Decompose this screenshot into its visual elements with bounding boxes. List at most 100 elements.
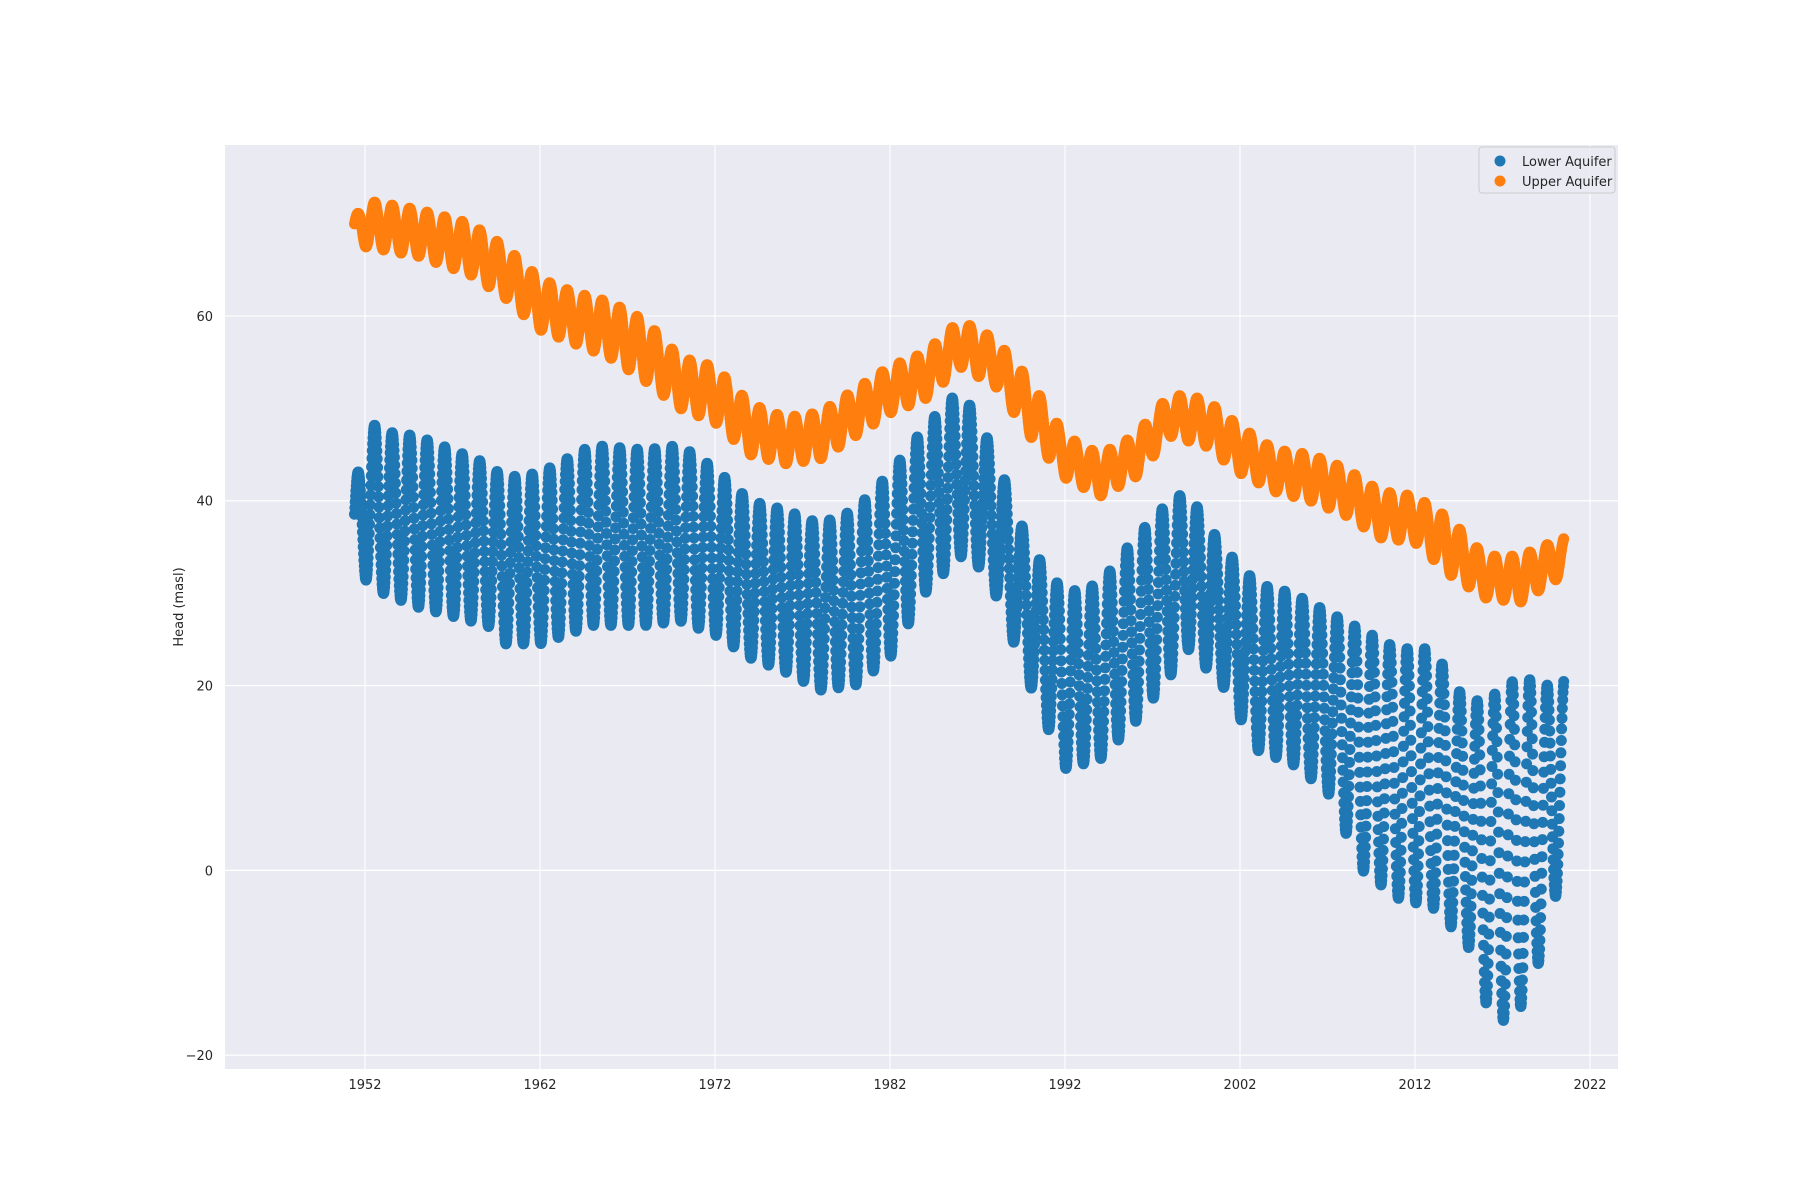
data-point bbox=[793, 599, 805, 611]
data-point bbox=[476, 480, 488, 491]
data-point bbox=[1336, 726, 1348, 738]
data-point bbox=[1247, 622, 1259, 634]
data-point bbox=[791, 533, 803, 545]
data-point bbox=[566, 536, 577, 548]
data-point bbox=[802, 588, 814, 599]
data-point bbox=[767, 583, 779, 595]
data-point bbox=[363, 545, 374, 557]
data-point bbox=[1486, 778, 1498, 790]
data-point bbox=[1456, 725, 1468, 737]
data-point bbox=[1290, 735, 1302, 747]
data-point bbox=[548, 533, 560, 545]
data-point bbox=[1099, 685, 1110, 697]
data-point bbox=[1273, 702, 1285, 714]
data-point bbox=[415, 569, 427, 581]
data-point bbox=[870, 637, 882, 648]
data-point bbox=[539, 574, 550, 586]
data-point bbox=[958, 512, 970, 524]
data-point bbox=[529, 510, 541, 522]
data-point bbox=[1457, 764, 1469, 776]
data-point bbox=[1511, 855, 1523, 867]
data-point bbox=[433, 574, 444, 586]
data-point bbox=[1377, 844, 1389, 856]
data-point bbox=[426, 529, 438, 540]
data-point bbox=[364, 518, 375, 530]
data-point bbox=[679, 543, 691, 555]
data-point bbox=[1474, 749, 1486, 761]
data-point bbox=[1525, 687, 1537, 699]
data-point bbox=[1422, 706, 1434, 718]
data-point bbox=[441, 466, 453, 478]
data-point bbox=[460, 519, 472, 531]
data-point bbox=[1492, 806, 1504, 818]
data-point bbox=[1552, 848, 1564, 860]
data-point bbox=[389, 468, 401, 480]
data-point bbox=[477, 496, 489, 508]
data-point bbox=[1368, 656, 1380, 668]
data-point bbox=[1002, 516, 1014, 528]
data-point bbox=[756, 529, 768, 541]
data-point bbox=[478, 525, 490, 537]
data-point bbox=[1464, 929, 1476, 940]
data-point bbox=[705, 520, 717, 532]
data-point bbox=[1458, 795, 1470, 806]
data-point bbox=[1368, 666, 1380, 678]
data-point bbox=[443, 524, 455, 536]
data-point bbox=[1534, 924, 1546, 936]
data-point bbox=[898, 535, 910, 547]
data-point bbox=[1063, 708, 1075, 720]
data-point bbox=[653, 516, 665, 528]
data-point bbox=[416, 541, 428, 552]
data-point bbox=[686, 481, 698, 493]
data-point bbox=[425, 497, 437, 509]
data-point bbox=[1486, 761, 1498, 772]
data-point bbox=[835, 656, 847, 668]
data-point bbox=[968, 480, 980, 492]
data-point bbox=[827, 564, 839, 576]
data-point bbox=[371, 453, 383, 465]
data-point bbox=[1526, 706, 1537, 718]
data-point bbox=[477, 505, 489, 517]
data-point bbox=[1500, 948, 1512, 960]
data-point bbox=[940, 524, 952, 535]
data-point bbox=[651, 477, 663, 488]
data-point bbox=[1091, 664, 1102, 676]
data-point bbox=[792, 549, 804, 561]
data-point bbox=[1309, 701, 1321, 713]
data-point bbox=[942, 482, 954, 494]
data-point bbox=[601, 539, 613, 551]
data-point bbox=[617, 486, 629, 498]
data-point bbox=[468, 567, 480, 578]
data-point bbox=[1430, 855, 1442, 867]
data-point bbox=[1231, 628, 1242, 640]
data-point bbox=[1098, 715, 1109, 727]
data-point bbox=[723, 544, 735, 556]
data-point bbox=[792, 559, 804, 571]
data-point bbox=[1371, 766, 1383, 777]
data-point bbox=[1457, 779, 1469, 791]
data-point bbox=[774, 552, 786, 564]
data-point bbox=[1282, 648, 1294, 660]
data-point bbox=[714, 572, 725, 584]
data-point bbox=[1423, 752, 1435, 764]
data-point bbox=[1343, 769, 1355, 781]
data-point bbox=[1334, 674, 1346, 686]
data-point bbox=[1168, 612, 1180, 624]
data-point bbox=[1544, 750, 1556, 762]
data-point bbox=[721, 506, 733, 517]
data-point bbox=[459, 481, 471, 493]
data-point bbox=[452, 531, 464, 543]
data-point bbox=[1300, 668, 1312, 680]
data-point bbox=[897, 504, 909, 516]
data-point bbox=[854, 601, 866, 613]
data-point bbox=[1406, 797, 1418, 809]
data-point bbox=[1518, 914, 1530, 926]
data-point bbox=[1038, 634, 1050, 646]
data-point bbox=[502, 613, 514, 625]
data-point bbox=[862, 545, 874, 556]
data-point bbox=[1387, 701, 1399, 713]
data-point bbox=[1482, 958, 1494, 969]
data-point bbox=[1432, 783, 1444, 794]
data-point bbox=[776, 581, 787, 593]
data-point bbox=[1318, 691, 1330, 703]
